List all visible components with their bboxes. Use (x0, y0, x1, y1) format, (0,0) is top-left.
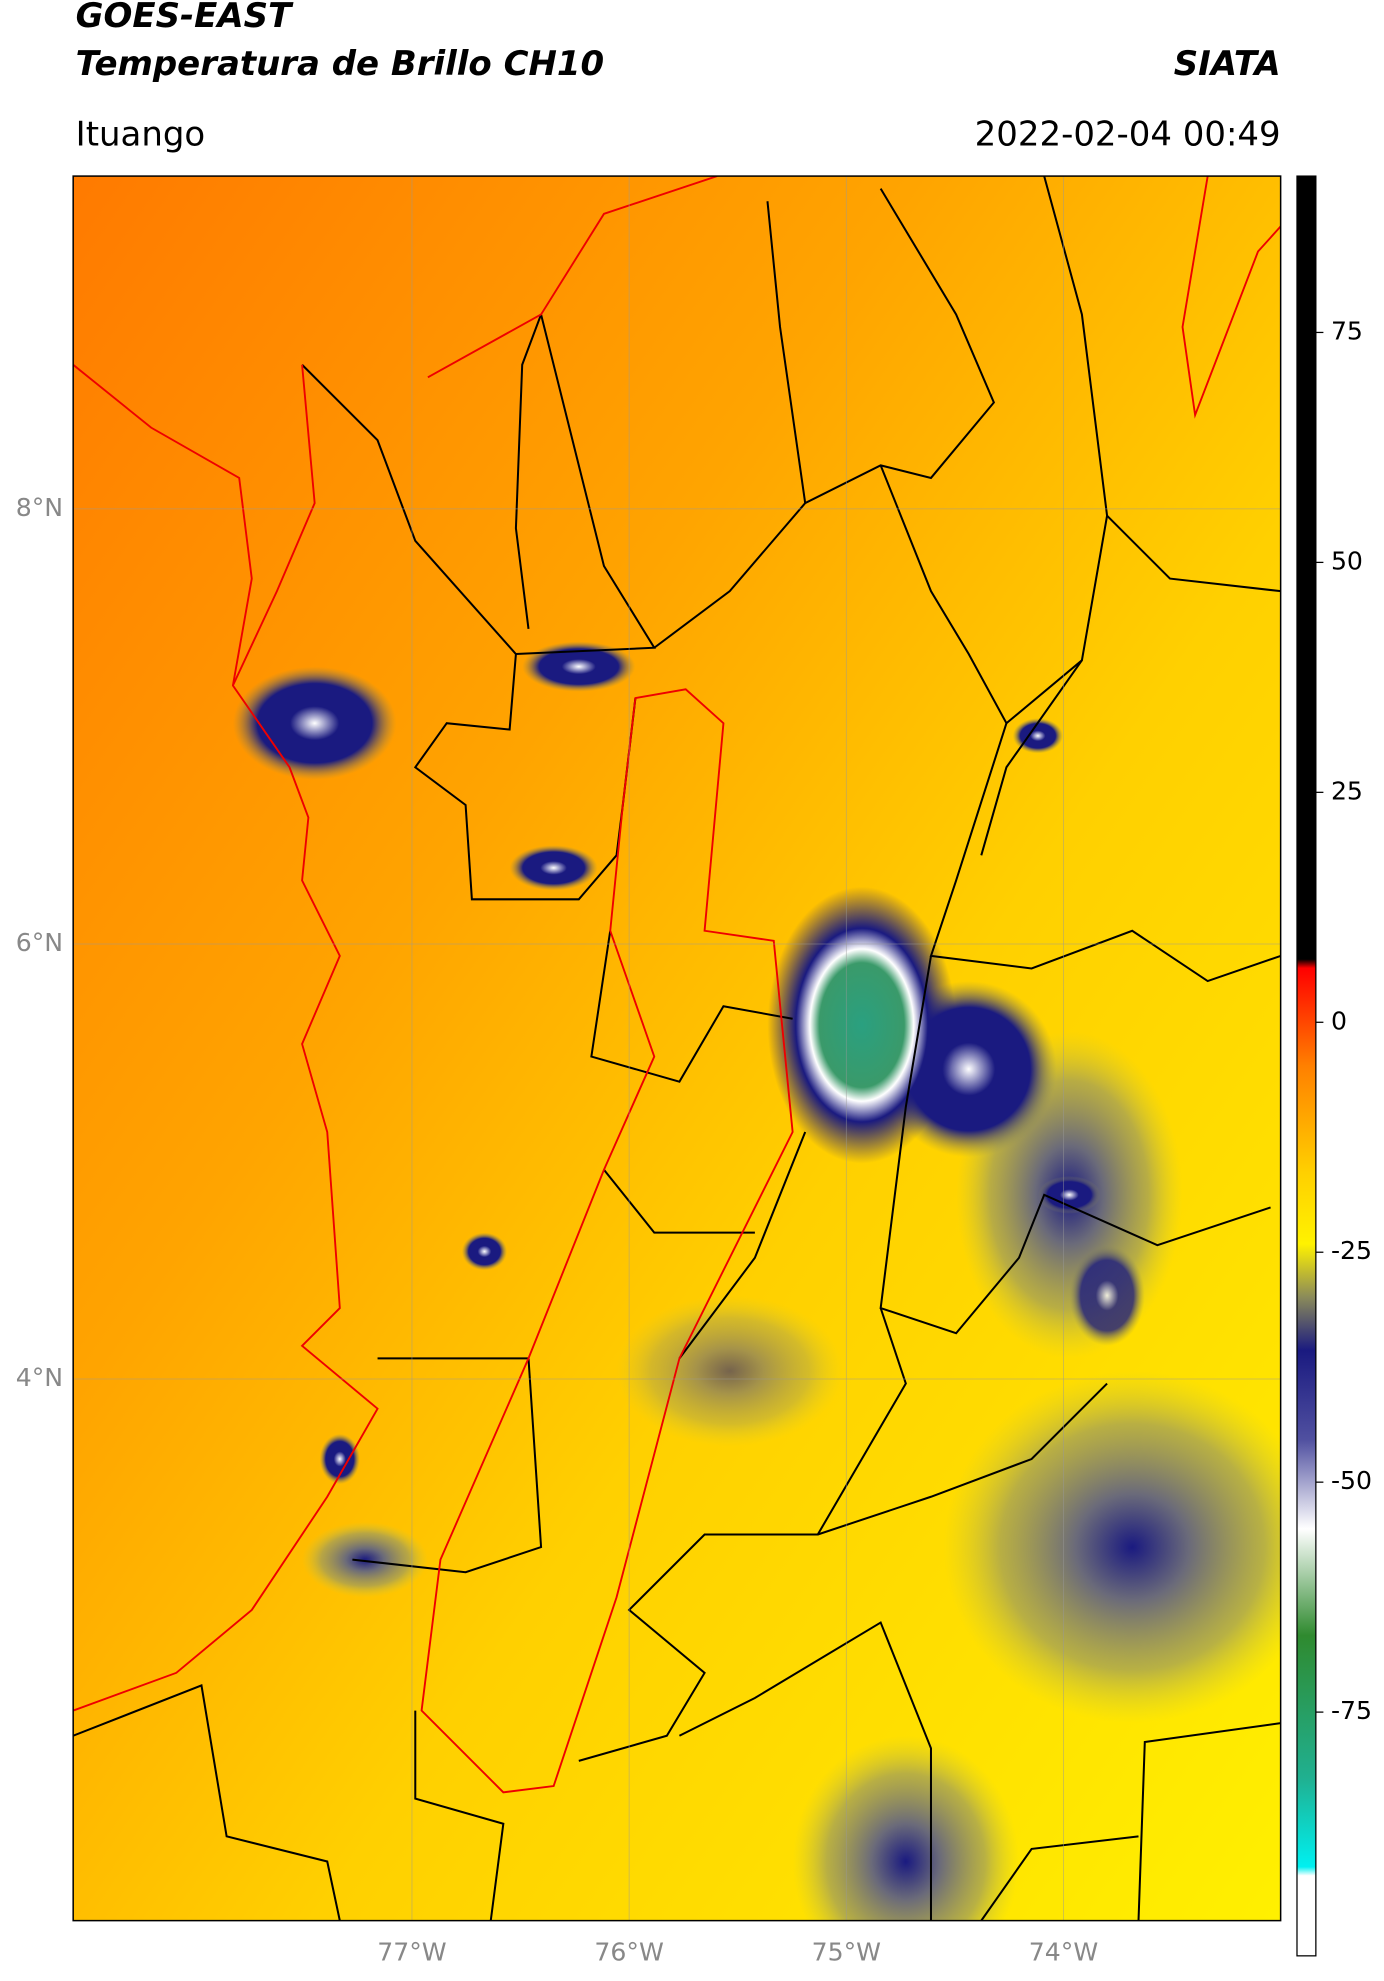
colorbar-tick-label: 0 (1331, 1006, 1347, 1035)
x-tick-label: 74°W (1029, 1937, 1099, 1966)
y-tick-label: 4°N (16, 1363, 63, 1392)
datetime: 2022-02-04 00:49 (975, 114, 1281, 154)
title: GOES-EAST (76, 0, 294, 36)
colorbar-tick-label: 50 (1331, 546, 1363, 575)
colorbar-tick-label: -50 (1331, 1466, 1372, 1495)
x-tick-label: 75°W (812, 1937, 882, 1966)
organization: SIATA (1174, 44, 1281, 84)
grid (73, 176, 1281, 1921)
colorbar-tick-label: 25 (1331, 776, 1363, 805)
map-image (73, 176, 1281, 1921)
colorbar-tick-label: 75 (1331, 316, 1363, 345)
location: Ituango (76, 114, 206, 154)
colorbar-tick-label: -75 (1331, 1696, 1372, 1725)
y-tick-label: 6°N (16, 928, 63, 957)
subtitle: Temperatura de Brillo CH10 (76, 44, 604, 84)
colorbar (1296, 175, 1317, 1957)
map-frame (72, 175, 1282, 1922)
x-tick-label: 76°W (594, 1937, 664, 1966)
y-tick-label: 8°N (16, 493, 63, 522)
colorbar-tick-label: -25 (1331, 1236, 1372, 1265)
x-tick-label: 77°W (377, 1937, 447, 1966)
